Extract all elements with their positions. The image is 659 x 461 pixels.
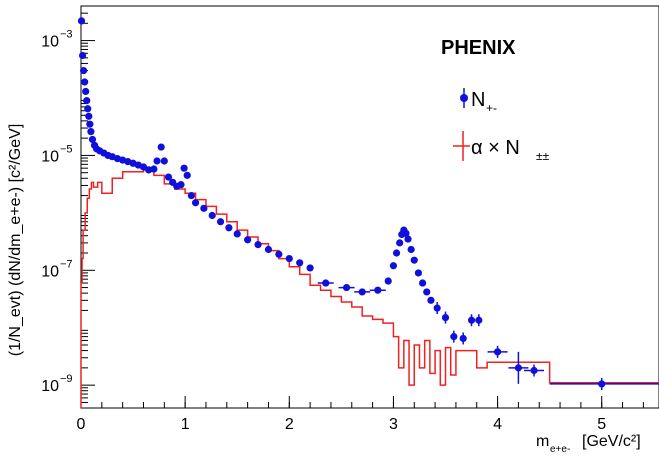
x-tick-label: 3 [389,416,398,433]
data-point [285,254,293,263]
data-point [225,224,233,232]
axis-labels: 0 1 2 3 4 510−910−710−510−3 [41,29,606,433]
data-point [254,241,262,249]
data-point [374,286,382,294]
data-point [84,105,92,113]
data-point [85,112,93,120]
y-tick-label: 10 [41,34,59,51]
legend: N +- α × N ±± [453,88,550,163]
y-tick-exponent: −5 [60,143,73,155]
data-point [183,171,191,179]
data-point [530,366,538,375]
data-point [396,239,404,247]
data-point [450,333,458,341]
data-point [467,316,476,324]
data-point [423,288,431,296]
y-tick-exponent: −3 [60,29,73,41]
x-tick-label: 0 [77,416,86,433]
legend-entry-nplusminus: N +- [460,88,497,115]
data-point [86,120,94,128]
data-point [88,135,97,144]
data-point [342,283,351,292]
x-axis-label-unit: [GeV/c²] [582,433,641,450]
data-point [598,380,606,388]
data-point [187,191,195,200]
data-point [216,218,225,226]
x-tick-label: 1 [181,416,190,433]
data-point [191,199,200,207]
y-tick-exponent: −7 [60,258,73,270]
legend-label-npm: N [471,89,485,111]
data-point [157,143,165,151]
y-tick-exponent: −9 [60,373,73,385]
y-tick-label: 10 [41,263,59,280]
plot-frame [80,5,659,409]
y-axis-title: (1/N_evt) (dN/dm_e+e-) [c²/GeV] [7,124,24,357]
y-tick-label: 10 [41,148,59,165]
data-point [306,264,314,272]
series-red-step [80,169,659,408]
x-axis-label-sub: e+e- [550,444,570,455]
data-point [392,249,401,257]
data-point [384,277,392,285]
data-point [296,259,304,267]
data-point [322,279,330,287]
x-axis-label-m: m [536,433,549,450]
data-point [410,256,418,264]
red-step-line [80,169,659,408]
data-point [150,165,158,173]
phenix-annotation: PHENIX [441,37,516,59]
legend-sub-npm: +- [486,101,497,115]
axis-ticks [80,5,644,408]
data-point [407,245,415,254]
data-point [80,67,88,75]
data-point [404,235,412,243]
x-tick-label: 4 [493,416,502,433]
data-point [233,230,241,238]
data-point [244,236,252,244]
data-point [180,164,188,172]
data-point [81,78,89,86]
x-tick-label: 5 [597,416,606,433]
data-point [433,304,441,312]
data-point [441,314,450,322]
data-point [514,364,523,372]
legend-entry-alpha-npp: α × N ±± [453,131,550,163]
data-point [459,334,467,343]
data-point [493,348,502,356]
legend-sub-npp: ±± [536,149,550,163]
data-point [264,245,273,254]
data-point [208,211,216,220]
data-point [83,97,91,105]
data-point [153,157,161,165]
data-point [389,262,398,270]
data-point [414,269,423,277]
data-point [164,173,173,181]
data-point [200,204,208,212]
data-point [77,17,86,25]
data-point [358,288,366,296]
data-point [87,128,95,136]
data-point [82,87,90,96]
data-point [78,51,87,60]
data-point [475,316,483,324]
data-point [160,157,168,165]
legend-label-npp: α × N [471,137,520,159]
data-point [427,296,435,304]
x-tick-label: 2 [285,416,294,433]
data-point [275,250,283,258]
data-point [402,229,410,237]
data-point [418,279,427,287]
data-point [177,181,185,189]
y-tick-label: 10 [41,378,59,395]
series-blue-points [77,17,659,390]
x-axis-title: m e+e- [GeV/c²] [536,433,641,455]
